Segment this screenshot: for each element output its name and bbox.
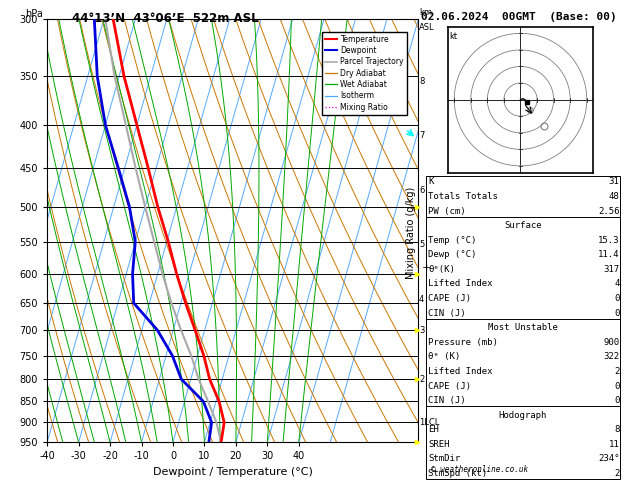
- Text: Totals Totals: Totals Totals: [428, 192, 498, 201]
- Text: 8: 8: [419, 77, 425, 86]
- Text: 11.4: 11.4: [598, 250, 620, 260]
- Text: 2: 2: [614, 367, 620, 376]
- Text: EH: EH: [428, 425, 439, 434]
- Text: Dewp (°C): Dewp (°C): [428, 250, 477, 260]
- Text: km: km: [419, 8, 432, 17]
- Text: θᵉ(K): θᵉ(K): [428, 265, 455, 274]
- Text: 11: 11: [609, 440, 620, 449]
- Text: Hodograph: Hodograph: [499, 411, 547, 420]
- Text: PW (cm): PW (cm): [428, 207, 466, 216]
- Text: kt: kt: [449, 32, 457, 41]
- Text: 44°13’N  43°06’E  522m ASL: 44°13’N 43°06’E 522m ASL: [72, 12, 259, 25]
- Text: 7: 7: [419, 131, 425, 140]
- Text: Temp (°C): Temp (°C): [428, 236, 477, 245]
- Text: 2.56: 2.56: [598, 207, 620, 216]
- Text: StmDir: StmDir: [428, 454, 460, 464]
- Text: +: +: [422, 262, 431, 273]
- Text: hPa: hPa: [25, 9, 43, 19]
- Text: 3: 3: [419, 326, 425, 335]
- Legend: Temperature, Dewpoint, Parcel Trajectory, Dry Adiabat, Wet Adiabat, Isotherm, Mi: Temperature, Dewpoint, Parcel Trajectory…: [322, 32, 407, 115]
- Text: CAPE (J): CAPE (J): [428, 294, 471, 303]
- Text: © weatheronline.co.uk: © weatheronline.co.uk: [431, 465, 528, 474]
- Text: Pressure (mb): Pressure (mb): [428, 338, 498, 347]
- X-axis label: Dewpoint / Temperature (°C): Dewpoint / Temperature (°C): [153, 467, 313, 477]
- Text: K: K: [428, 177, 434, 187]
- Text: 8: 8: [614, 425, 620, 434]
- Text: Lifted Index: Lifted Index: [428, 279, 493, 289]
- Text: CIN (J): CIN (J): [428, 396, 466, 405]
- Text: 48: 48: [609, 192, 620, 201]
- Text: 31: 31: [609, 177, 620, 187]
- Text: 234°: 234°: [598, 454, 620, 464]
- Text: Mixing Ratio (g/kg): Mixing Ratio (g/kg): [406, 187, 416, 279]
- Text: 6: 6: [419, 186, 425, 195]
- Text: 5: 5: [419, 240, 425, 249]
- Text: 0: 0: [614, 294, 620, 303]
- Text: CAPE (J): CAPE (J): [428, 382, 471, 391]
- Text: Lifted Index: Lifted Index: [428, 367, 493, 376]
- Text: 322: 322: [603, 352, 620, 362]
- Text: Most Unstable: Most Unstable: [488, 323, 558, 332]
- Text: 900: 900: [603, 338, 620, 347]
- Text: 02.06.2024  00GMT  (Base: 00): 02.06.2024 00GMT (Base: 00): [421, 12, 617, 22]
- Text: 0: 0: [614, 396, 620, 405]
- Text: StmSpd (kt): StmSpd (kt): [428, 469, 487, 478]
- Text: Surface: Surface: [504, 221, 542, 230]
- Text: 15.3: 15.3: [598, 236, 620, 245]
- Text: SREH: SREH: [428, 440, 450, 449]
- Text: 0: 0: [614, 309, 620, 318]
- Text: CIN (J): CIN (J): [428, 309, 466, 318]
- Text: 317: 317: [603, 265, 620, 274]
- Text: 0: 0: [614, 382, 620, 391]
- Text: 1LCL: 1LCL: [419, 418, 440, 427]
- Text: 2: 2: [419, 375, 425, 384]
- Text: 4: 4: [419, 295, 425, 304]
- Text: 4: 4: [614, 279, 620, 289]
- Text: θᵉ (K): θᵉ (K): [428, 352, 460, 362]
- Text: 2: 2: [614, 469, 620, 478]
- Text: ASL: ASL: [419, 23, 435, 32]
